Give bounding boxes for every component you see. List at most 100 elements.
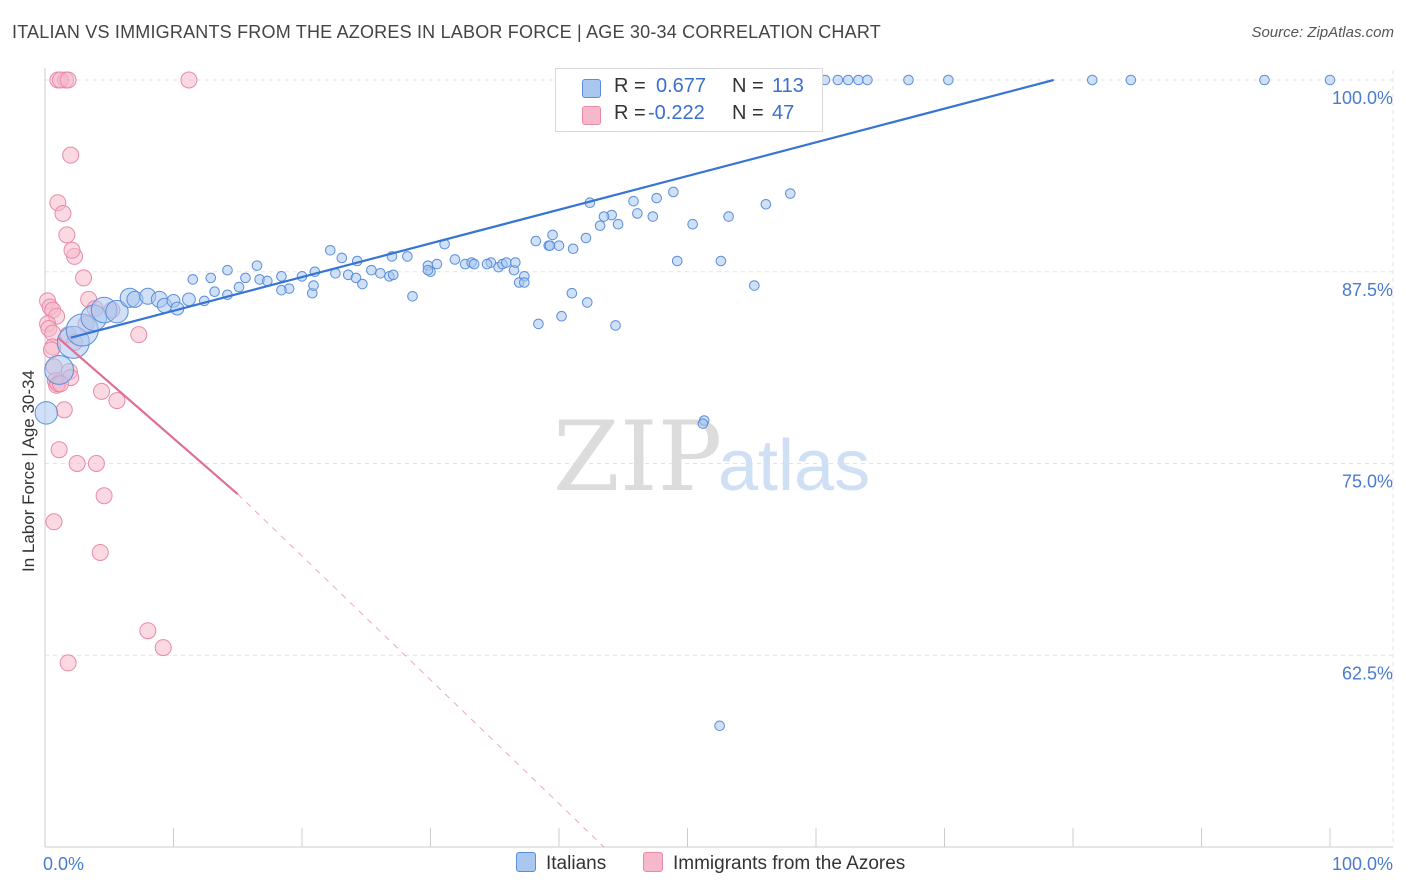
italians-point	[567, 243, 579, 255]
y-tick-label: 100.0%	[1332, 88, 1393, 108]
italians-point	[832, 74, 844, 86]
italians-point	[1259, 74, 1270, 86]
azores-point	[93, 382, 111, 400]
italians-point	[402, 251, 413, 262]
italians-point	[749, 280, 760, 291]
azores-point	[130, 326, 148, 344]
azores-point	[75, 269, 93, 287]
legend-n-value: 47	[772, 102, 795, 124]
italians-point	[357, 278, 368, 290]
azores-point	[54, 204, 72, 222]
bottom-legend-label-azores: Immigrants from the Azores	[673, 853, 906, 874]
legend-r-label: R =	[614, 75, 646, 97]
azores-point	[68, 455, 86, 472]
italians-point	[632, 208, 643, 219]
italians-point	[1324, 74, 1336, 86]
italians-points	[34, 74, 1336, 732]
azores-point	[108, 392, 126, 410]
italians-point	[610, 320, 621, 331]
azores-point	[58, 226, 76, 244]
italians-point	[276, 271, 287, 282]
italians-point	[431, 258, 443, 270]
italians-point	[862, 74, 873, 86]
italians-point	[943, 74, 954, 86]
italians-point	[566, 287, 578, 299]
italians-point	[553, 240, 565, 251]
italians-point	[324, 244, 336, 256]
italians-point	[519, 277, 530, 288]
y-tick-label: 75.0%	[1342, 472, 1393, 492]
italians-point	[336, 252, 348, 264]
italians-point	[387, 269, 399, 281]
italians-point	[34, 401, 58, 425]
watermark-atlas: atlas	[718, 426, 870, 506]
italians-point	[481, 258, 493, 270]
italians-point	[422, 264, 434, 276]
italians-point	[222, 264, 233, 276]
italians-point	[276, 284, 287, 296]
azores-point	[180, 71, 198, 89]
italians-point	[723, 211, 734, 222]
italians-point	[251, 260, 263, 271]
italians-point	[628, 195, 639, 207]
italians-point	[842, 74, 854, 86]
italians-point	[530, 235, 542, 247]
italians-point	[687, 218, 698, 230]
azores-point	[154, 639, 172, 657]
azores-point	[50, 441, 68, 459]
azores-trend-extension	[237, 493, 605, 848]
italians-point	[240, 272, 251, 284]
azores-point	[139, 622, 157, 640]
bottom-legend-azores: Immigrants from the Azores	[643, 852, 905, 875]
italians-point	[715, 255, 727, 267]
legend-n-label: N =	[732, 102, 764, 124]
italians-point	[668, 186, 679, 198]
azores-point	[87, 455, 105, 472]
watermark-zip: ZIP	[553, 401, 722, 513]
axes	[44, 68, 1393, 848]
italians-point	[449, 254, 461, 265]
italians-point	[105, 299, 129, 324]
italians-point	[205, 272, 217, 284]
legend-n-label: N =	[732, 75, 764, 97]
legend-row-italians: R = 0.677 N = 113	[556, 73, 822, 101]
legend-swatch-italians	[582, 79, 601, 98]
legend-row-azores: R = -0.222 N = 47	[556, 100, 822, 128]
italians-point	[760, 198, 772, 210]
italians-point	[182, 292, 196, 307]
italians-point	[647, 211, 659, 222]
azores-point	[45, 513, 63, 531]
axis-labels: 100.0% 87.5% 75.0% 62.5% 0.0% 100.0% In Labor …	[19, 88, 1393, 874]
azores-point	[59, 71, 77, 89]
italians-point	[209, 286, 220, 297]
italians-point	[581, 297, 593, 308]
italians-point	[375, 267, 386, 279]
italians-point	[903, 74, 914, 86]
italians-point	[785, 188, 796, 199]
legend-r-label: R =	[614, 102, 646, 124]
stats-legend: R = 0.677 N = 113 R = -0.222 N = 47	[555, 68, 823, 132]
italians-point	[547, 229, 558, 241]
azores-point	[63, 241, 81, 259]
y-tick-label: 87.5%	[1342, 280, 1393, 300]
italians-point	[533, 318, 544, 330]
azores-point	[95, 487, 113, 505]
italians-point	[44, 355, 75, 385]
italians-point	[366, 264, 377, 276]
bottom-legend-label-italians: Italians	[546, 853, 607, 874]
azores-point	[62, 146, 80, 164]
source-label: Source: ZipAtlas.com	[1251, 24, 1394, 41]
italians-point	[651, 192, 662, 204]
legend-r-value: 0.677	[656, 75, 707, 97]
x-tick-label-max: 100.0%	[1332, 854, 1393, 874]
italians-point	[308, 280, 319, 291]
italians-point	[714, 720, 725, 732]
watermark: ZIP atlas	[553, 401, 870, 513]
italians-point	[853, 74, 864, 86]
italians-point	[556, 310, 567, 322]
italians-point	[671, 255, 683, 267]
y-tick-label: 62.5%	[1342, 663, 1393, 683]
italians-point	[612, 218, 624, 230]
italians-point	[187, 274, 199, 285]
